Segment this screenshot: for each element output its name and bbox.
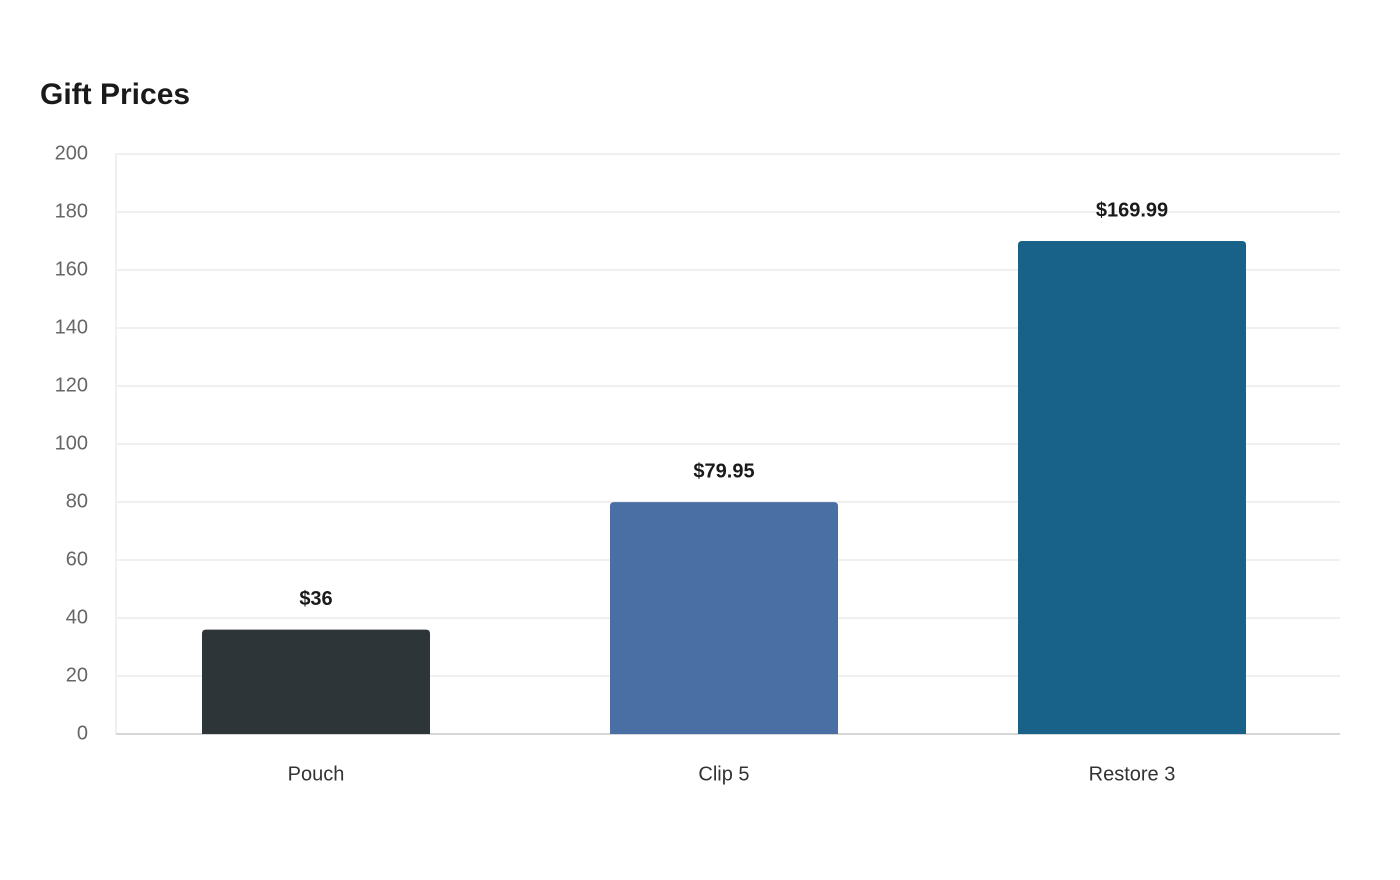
y-tick-label: 160 xyxy=(55,258,88,280)
y-tick-label: 60 xyxy=(66,548,88,570)
y-tick-label: 140 xyxy=(55,316,88,338)
x-tick-label: Pouch xyxy=(288,763,345,785)
y-tick-label: 80 xyxy=(66,490,88,512)
x-tick-label: Clip 5 xyxy=(698,763,749,785)
value-label: $36 xyxy=(299,588,332,610)
y-tick-label: 200 xyxy=(55,142,88,164)
y-tick-label: 120 xyxy=(55,374,88,396)
value-label: $169.99 xyxy=(1096,199,1168,221)
y-tick-label: 20 xyxy=(66,664,88,686)
bar xyxy=(610,502,838,734)
x-tick-label: Restore 3 xyxy=(1089,763,1176,785)
chart-title: Gift Prices xyxy=(40,78,190,111)
y-tick-label: 180 xyxy=(55,200,88,222)
y-tick-label: 40 xyxy=(66,606,88,628)
bar xyxy=(202,629,430,734)
y-tick-label: 0 xyxy=(77,722,88,744)
value-label: $79.95 xyxy=(693,460,754,482)
bar xyxy=(1018,241,1246,735)
y-tick-label: 100 xyxy=(55,432,88,454)
